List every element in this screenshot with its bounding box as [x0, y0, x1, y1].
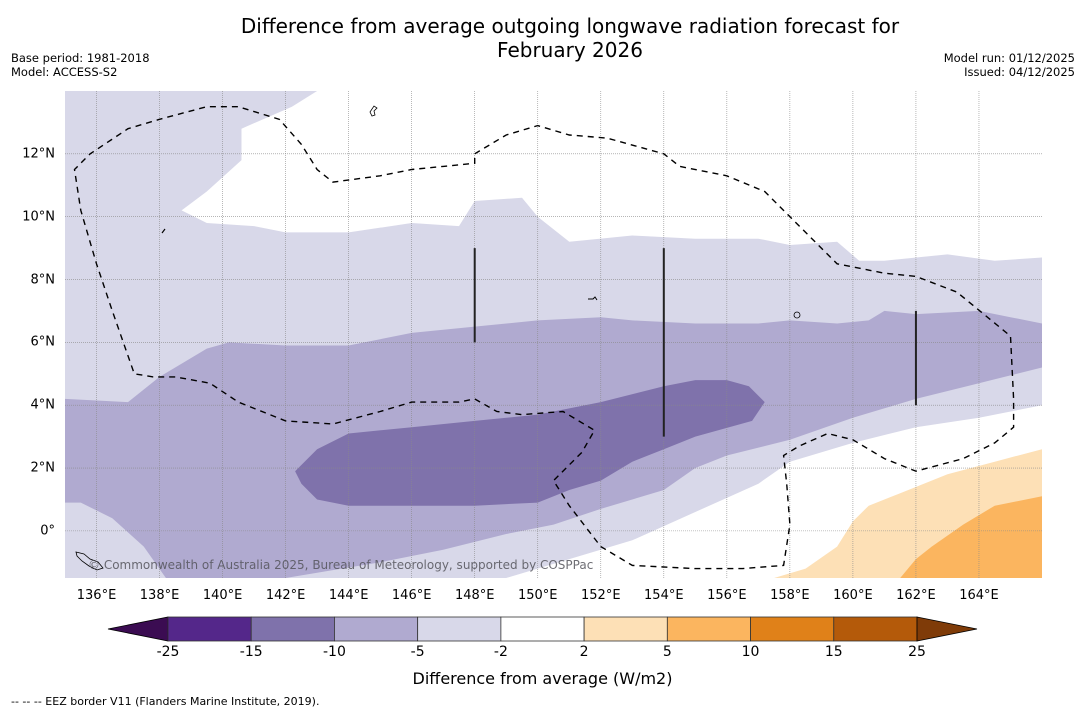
longitude-tick-label: 148°E	[454, 588, 495, 603]
island-outline	[161, 228, 166, 234]
longitude-tick-label: 154°E	[644, 588, 684, 603]
island-outline	[588, 296, 598, 301]
base-period: Base period: 1981-2018	[11, 51, 150, 65]
latitude-tick-label: 8°N	[30, 272, 56, 288]
anomaly-regions	[65, 91, 1042, 578]
anomaly-band-5-to-10	[900, 496, 1042, 578]
model-run-date: Model run: 01/12/2025	[943, 51, 1075, 65]
meta-right: Model run: 01/12/2025 Issued: 04/12/2025	[944, 51, 1075, 79]
meta-left: Base period: 1981-2018 Model: ACCESS-S2	[11, 51, 150, 79]
longitude-tick-label: 136°E	[76, 588, 117, 603]
eez-borders	[73, 105, 1015, 570]
model-name: Model: ACCESS-S2	[11, 65, 118, 79]
latitude-tick-label: 0°	[40, 523, 55, 539]
latitude-tick-label: 2°N	[30, 460, 56, 476]
longitude-tick-label: 146°E	[391, 588, 432, 603]
title-line-1: Difference from average outgoing longwav…	[240, 14, 900, 38]
latitude-tick-label: 6°N	[30, 334, 56, 350]
longitude-tick-label: 142°E	[265, 588, 306, 603]
longitude-tick-label: 164°E	[959, 588, 999, 603]
latitude-tick-label: 10°N	[22, 209, 55, 225]
meridian-markers	[473, 248, 917, 437]
eez-footnote: -- -- -- EEZ border V11 (Flanders Marine…	[11, 695, 320, 708]
longitude-tick-label: 150°E	[517, 588, 558, 603]
latitude-tick-label: 12°N	[22, 146, 55, 162]
title-line-2: February 2026	[497, 38, 643, 62]
island-outlines	[75, 105, 801, 571]
island-outline	[793, 311, 801, 319]
longitude-tick-label: 158°E	[770, 588, 810, 603]
longitude-tick-label: 152°E	[581, 588, 621, 603]
anomaly-band-minus15-to-minus10	[295, 380, 765, 506]
longitude-tick-label: 160°E	[833, 588, 873, 603]
gridlines	[65, 91, 1042, 578]
issued-date: Issued: 04/12/2025	[964, 65, 1075, 79]
longitude-tick-label: 138°E	[139, 588, 180, 603]
copyright-notice: © Commonwealth of Australia 2025, Bureau…	[88, 558, 594, 572]
eez-border-line	[73, 105, 1015, 570]
island-outline	[369, 105, 378, 117]
latitude-tick-label: 4°N	[30, 397, 56, 413]
chart-title: Difference from average outgoing longwav…	[0, 14, 1085, 62]
longitude-tick-label: 162°E	[896, 588, 936, 603]
longitude-tick-label: 140°E	[202, 588, 243, 603]
island-outline	[75, 551, 104, 571]
longitude-tick-label: 156°E	[707, 588, 747, 603]
longitude-tick-label: 144°E	[328, 588, 369, 603]
